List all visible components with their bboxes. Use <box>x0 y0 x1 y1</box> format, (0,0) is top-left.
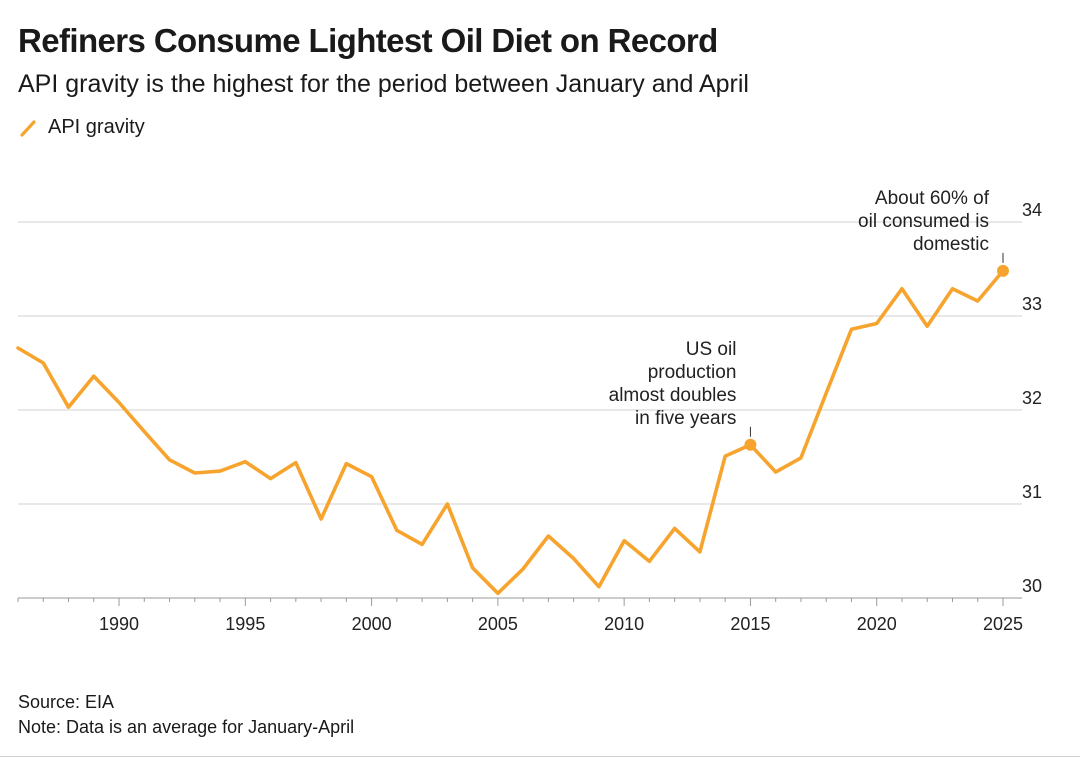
api-gravity-line <box>16 269 1005 596</box>
x-tick-label: 1995 <box>225 614 265 634</box>
annotation-text: About 60% of <box>875 188 990 209</box>
x-tick-label: 2025 <box>983 614 1023 634</box>
x-tick-label: 2020 <box>857 614 897 634</box>
annotation-text: almost doubles <box>609 385 737 406</box>
legend: API gravity <box>18 116 145 139</box>
bottom-divider <box>0 756 1080 757</box>
x-tick-label: 2000 <box>352 614 392 634</box>
x-tick-label: 1990 <box>99 614 139 634</box>
legend-label: API gravity <box>48 116 145 138</box>
annotation-text: oil consumed is <box>858 211 989 232</box>
x-tick-label: 2010 <box>604 614 644 634</box>
annotation-marker <box>744 438 757 451</box>
y-tick-label: 33 <box>1022 294 1042 314</box>
data-note: Note: Data is an average for January-Apr… <box>18 717 355 737</box>
legend-line-icon <box>20 119 36 137</box>
source-note: Source: EIA <box>18 692 115 712</box>
chart-subtitle: API gravity is the highest for the perio… <box>18 70 749 98</box>
annotation-marker <box>997 264 1009 277</box>
chart-title: Refiners Consume Lightest Oil Diet on Re… <box>18 22 718 59</box>
annotation-text: production <box>648 362 737 383</box>
line-chart: 30 31 32 33 34 1990 1995 2000 2005 2010 2015 2020 20… <box>16 188 1042 634</box>
x-tick-label: 2015 <box>730 614 770 634</box>
annotation-text: domestic <box>913 234 989 255</box>
y-tick-label: 31 <box>1022 482 1042 502</box>
annotation-text: in five years <box>635 408 736 429</box>
y-tick-label: 32 <box>1022 388 1042 408</box>
x-tick-label: 2005 <box>478 614 518 634</box>
annotation-text: US oil <box>686 339 737 360</box>
y-tick-label: 34 <box>1022 200 1042 220</box>
y-tick-label: 30 <box>1022 576 1042 596</box>
